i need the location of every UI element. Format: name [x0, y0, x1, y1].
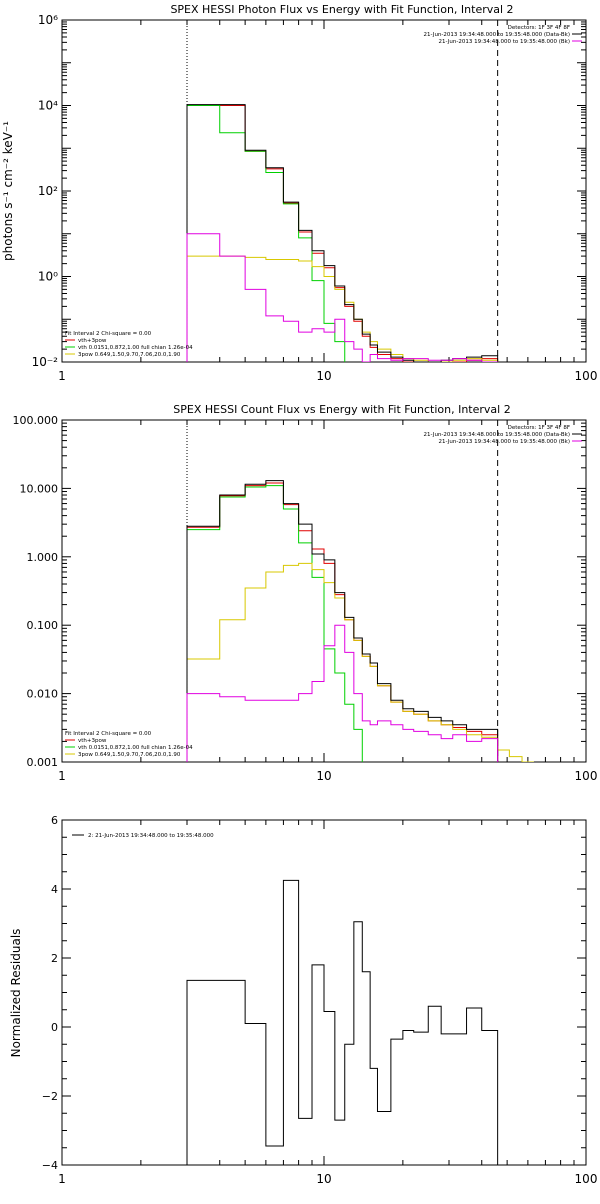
residuals-panel: Normalized Residuals 1 10 100 −4 −2 0 2 4 6 2: 21… — [9, 814, 597, 1186]
x-tick-label: 10 — [316, 769, 331, 783]
y-tick-label: 10.000 — [20, 482, 59, 495]
y-tick-label: 2 — [51, 952, 58, 965]
y-tick-label: 4 — [51, 883, 58, 896]
y-tick-label: 10⁶ — [38, 13, 58, 27]
series-vth-3pow — [186, 105, 499, 362]
series-group — [186, 480, 534, 762]
y-axis-label: Normalized Residuals — [9, 929, 23, 1058]
y-tick-label: 10⁻² — [32, 355, 59, 369]
x-tick-label: 10 — [316, 1172, 331, 1186]
y-tick-label: 10⁴ — [38, 99, 58, 113]
legend-entry: vth 0.0151,0.872,1.00 full chian 1.26e-0… — [78, 345, 193, 351]
legend-entry: 21-Jun-2013 19:34:48.000 to 19:35:48.000… — [438, 439, 570, 445]
y-tick-label: 0.010 — [27, 688, 59, 701]
y-tick-label: 100.000 — [13, 414, 59, 427]
series-bk — [186, 233, 499, 362]
series-group — [186, 879, 499, 1165]
y-tick-label: 10² — [38, 184, 58, 198]
x-tick-label: 100 — [575, 369, 598, 383]
legend-entry: Fit Interval 2 Chi-square = 0.00 — [65, 731, 152, 737]
series-3pow — [186, 562, 534, 762]
photon-flux-panel: SPEX HESSI Photon Flux vs Energy with Fi… — [1, 3, 598, 383]
x-tick-label: 1 — [58, 369, 66, 383]
series-2 — [186, 879, 499, 1165]
y-tick-label: 10⁰ — [38, 270, 58, 284]
legend-entry: vth+3pow — [78, 738, 107, 744]
legend-entry: 21-Jun-2013 19:34:48.000 to 19:35:48.000… — [424, 432, 570, 438]
series-data-bk — [186, 104, 499, 362]
y-tick-label: 0.100 — [27, 619, 59, 632]
legend-entry: 2: 21-Jun-2013 19:34:48.000 to 19:35:48.… — [88, 833, 214, 839]
series-data-bk — [186, 480, 499, 762]
legend-entry: 3pow 0.649,1.50,9.70,7.06,20.0,1.90 — [78, 352, 181, 358]
y-tick-label: 0 — [51, 1021, 58, 1034]
photon-flux-plot-area: 1 10 100 10⁻² 10⁰ 10² 10⁴ 10⁶ Detectors: 1F 3F 4… — [32, 13, 598, 383]
legend-entry: vth 0.0151,0.872,1.00 full chian 1.26e-0… — [78, 745, 193, 751]
count-flux-plot-area: 1 10 100 0.001 0.010 0.100 1.000 10.000 100.000 D… — [13, 414, 598, 783]
x-tick-label: 1 — [58, 769, 66, 783]
chart-title: SPEX HESSI Photon Flux vs Energy with Fi… — [170, 3, 513, 16]
count-flux-panel: SPEX HESSI Count Flux vs Energy with Fit… — [13, 403, 598, 783]
series-vth — [186, 105, 346, 362]
legend-entry: 21-Jun-2013 19:34:48.000 to 19:35:48.000… — [424, 32, 570, 38]
y-axis-label: photons s⁻¹ cm⁻² keV⁻¹ — [1, 121, 15, 261]
legend-entry: vth+3pow — [78, 338, 107, 344]
y-tick-label: 1.000 — [27, 551, 59, 564]
x-tick-label: 100 — [575, 769, 598, 783]
y-tick-label: −2 — [42, 1090, 58, 1103]
chart-title: SPEX HESSI Count Flux vs Energy with Fit… — [173, 403, 510, 416]
y-tick-label: −4 — [42, 1159, 58, 1172]
x-tick-label: 100 — [575, 1172, 598, 1186]
series-vth — [186, 485, 363, 762]
legend-entry: Detectors: 1F 3F 4F 8F — [508, 25, 570, 31]
x-tick-label: 1 — [58, 1172, 66, 1186]
x-tick-label: 10 — [316, 369, 331, 383]
series-group — [186, 104, 499, 362]
y-tick-label: 0.001 — [27, 756, 59, 769]
residuals-plot-area: 1 10 100 −4 −2 0 2 4 6 2: 21-Jun-2013 19:34:48.00… — [42, 814, 598, 1186]
series-3pow — [186, 255, 499, 362]
legend-entry: 3pow 0.649,1.50,9.70,7.06,20.0,1.90 — [78, 752, 181, 758]
series-bk — [186, 624, 499, 762]
legend-entry: Detectors: 1F 3F 4F 8F — [508, 425, 570, 431]
y-tick-label: 6 — [51, 814, 58, 827]
legend-entry: Fit Interval 2 Chi-square = 0.00 — [65, 331, 152, 337]
legend-entry: 21-Jun-2013 19:34:48.000 to 19:35:48.000… — [438, 39, 570, 45]
